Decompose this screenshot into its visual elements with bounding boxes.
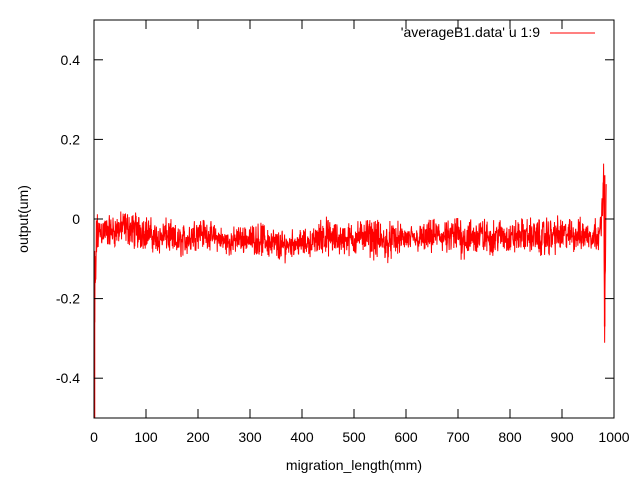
y-tick-label: 0 [72,211,80,227]
x-tick-label: 600 [394,429,418,445]
y-axis-label: output(um) [15,185,31,253]
x-tick-label: 300 [238,429,262,445]
x-tick-label: 500 [342,429,366,445]
y-tick-label: 0.4 [61,52,81,68]
x-tick-label: 200 [186,429,210,445]
y-tick-label: -0.4 [56,370,80,386]
series-line [93,163,607,419]
x-tick-label: 0 [90,429,98,445]
x-tick-label: 700 [446,429,470,445]
x-tick-label: 800 [498,429,522,445]
legend-label: 'averageB1.data' u 1:9 [401,24,540,40]
x-tick-label: 100 [134,429,158,445]
x-axis-label: migration_length(mm) [286,457,422,473]
y-tick-label: -0.2 [56,291,80,307]
x-tick-label: 900 [550,429,574,445]
x-tick-label: 1000 [598,429,629,445]
x-tick-label: 400 [290,429,314,445]
y-tick-label: 0.2 [61,131,81,147]
plot-series [93,163,607,419]
x-ticks: 0 100 200 300 400 500 600 700 800 900 1000 [90,20,630,445]
plot-frame [93,19,615,419]
legend: 'averageB1.data' u 1:9 [401,24,595,40]
y-ticks: -0.4 -0.2 0 0.2 0.4 [56,52,614,386]
